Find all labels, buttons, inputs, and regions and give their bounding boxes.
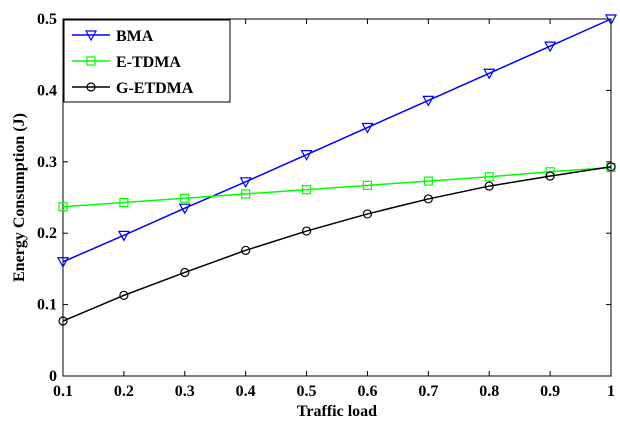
data-point: [423, 194, 433, 204]
y-axis-label: Energy Consumption (J): [11, 113, 28, 282]
data-point: [119, 197, 129, 208]
data-point: [362, 180, 373, 190]
data-point: [484, 181, 494, 191]
series-e-tdma: [58, 162, 616, 212]
y-tick-label: 0.1: [37, 297, 57, 314]
data-point: [241, 189, 251, 199]
data-point: [239, 177, 252, 189]
x-tick-label: 0.1: [53, 383, 73, 400]
axes: 0.1 0.2 0.3 0.4 0.5 0.6 0.7 0.8 0.9 100.10.20.30.…: [37, 11, 615, 400]
x-tick-label: 0.8: [479, 383, 499, 400]
data-point: [300, 150, 313, 161]
x-tick-label: 1: [607, 383, 615, 400]
data-point: [117, 230, 130, 242]
series-g-etdma: [58, 162, 616, 326]
legend-marker: [86, 56, 96, 66]
data-point: [301, 226, 312, 236]
x-tick-label: 0.4: [236, 383, 256, 400]
series-layer: [56, 14, 618, 326]
data-point: [119, 290, 129, 300]
x-tick-label: 0.6: [357, 383, 377, 400]
series-line: [62, 166, 612, 322]
data-point: [180, 193, 190, 203]
y-tick-label: 0.5: [37, 11, 57, 28]
x-tick-label: 0.3: [175, 383, 195, 400]
series-bma: [56, 14, 618, 268]
data-point: [178, 203, 191, 215]
data-point: [361, 122, 374, 134]
data-point: [606, 162, 616, 172]
y-tick-label: 0.2: [37, 225, 57, 242]
x-axis-label: Traffic load: [297, 403, 377, 420]
legend-item: BMA: [72, 28, 154, 45]
data-point: [544, 41, 557, 53]
x-tick-label: 0.5: [297, 383, 317, 400]
y-tick-label: 0: [49, 368, 57, 385]
y-tick-label: 0.4: [37, 82, 57, 99]
data-point: [604, 14, 618, 26]
legend-marker: [84, 30, 98, 42]
data-point: [423, 176, 433, 186]
series-line: [62, 18, 612, 263]
data-point: [180, 267, 190, 278]
legend-item: G-ETDMA: [72, 80, 194, 97]
data-point: [483, 68, 496, 80]
legend-marker: [86, 82, 96, 92]
y-tick-label: 0.3: [37, 154, 57, 171]
data-point: [484, 172, 494, 182]
data-point: [56, 257, 70, 268]
data-point: [58, 202, 68, 212]
legend: BMA E-TDMA G-ETDMA: [63, 19, 231, 103]
data-point: [241, 245, 251, 255]
legend-item: E-TDMA: [72, 54, 181, 71]
x-tick-label: 0.2: [114, 383, 134, 400]
data-point: [301, 185, 312, 195]
legend-label: BMA: [116, 28, 154, 45]
x-tick-label: 0.9: [540, 383, 560, 400]
series-line: [62, 166, 612, 208]
data-point: [362, 209, 373, 219]
data-point: [422, 95, 435, 107]
data-point: [58, 316, 68, 326]
plot-frame: [62, 18, 612, 377]
legend-label: G-ETDMA: [116, 80, 194, 97]
legend-label: E-TDMA: [116, 54, 181, 71]
data-point: [545, 171, 555, 181]
x-tick-label: 0.7: [418, 383, 438, 400]
